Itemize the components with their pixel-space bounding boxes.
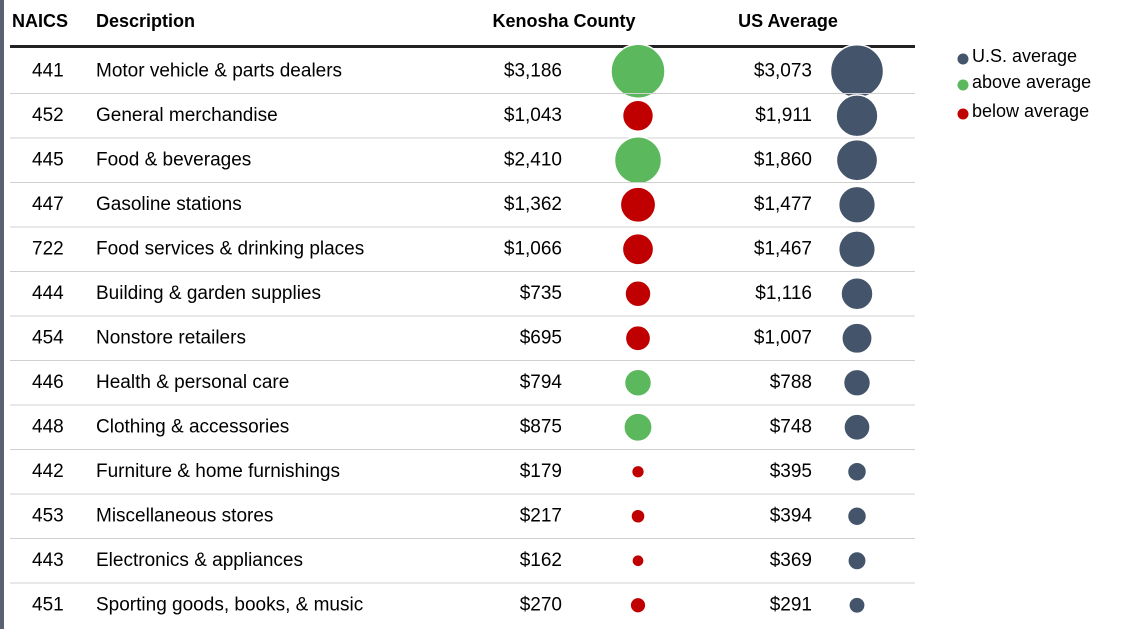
kenosha-bubble	[624, 280, 652, 308]
description: Sporting goods, books, & music	[96, 594, 363, 615]
header-us: US Average	[738, 11, 838, 31]
us-value: $1,116	[755, 283, 812, 304]
naics-code: 452	[32, 105, 64, 126]
naics-code: 454	[32, 327, 64, 348]
us-bubble	[841, 322, 873, 355]
us-value: $3,073	[754, 60, 812, 81]
description: Motor vehicle & parts dealers	[96, 60, 342, 81]
naics-code: 442	[32, 461, 64, 482]
legend-swatch	[957, 79, 969, 91]
description: Miscellaneous stores	[96, 505, 273, 526]
naics-code: 451	[32, 594, 64, 615]
naics-code: 453	[32, 505, 64, 526]
header-naics: NAICS	[12, 11, 68, 31]
kenosha-value: $1,362	[504, 194, 562, 215]
kenosha-value: $2,410	[504, 149, 562, 170]
kenosha-value: $270	[520, 594, 562, 615]
us-value: $1,860	[754, 149, 812, 170]
description: Food services & drinking places	[96, 238, 364, 259]
us-value: $788	[770, 372, 812, 393]
kenosha-value: $695	[520, 327, 562, 348]
us-value: $1,007	[754, 327, 812, 348]
kenosha-bubble	[621, 99, 655, 132]
kenosha-bubble	[623, 368, 653, 397]
us-value: $395	[770, 461, 812, 482]
kenosha-bubble	[629, 596, 647, 614]
us-value: $1,477	[754, 194, 812, 215]
kenosha-bubble	[610, 43, 666, 99]
kenosha-value: $1,043	[504, 105, 562, 126]
naics-code: 445	[32, 149, 64, 170]
us-bubble	[835, 138, 879, 182]
kenosha-bubble	[630, 508, 646, 525]
description: Nonstore retailers	[96, 327, 246, 348]
us-bubble	[847, 550, 867, 571]
legend-swatch	[957, 108, 969, 120]
us-bubble	[843, 413, 871, 442]
us-value: $1,911	[755, 105, 812, 126]
header-rule	[10, 45, 915, 48]
left-border	[0, 0, 4, 629]
naics-code: 441	[32, 60, 64, 81]
naics-code: 446	[32, 372, 64, 393]
kenosha-value: $3,186	[504, 60, 562, 81]
us-value: $394	[770, 505, 813, 526]
us-value: $369	[770, 550, 812, 571]
kenosha-value: $1,066	[504, 238, 562, 259]
kenosha-value: $875	[520, 416, 562, 437]
header-description: Description	[96, 11, 195, 31]
kenosha-bubble	[619, 186, 657, 224]
kenosha-value: $794	[520, 372, 563, 393]
naics-code: 448	[32, 416, 64, 437]
description: Building & garden supplies	[96, 283, 321, 304]
legend-label: above average	[972, 72, 1091, 92]
description: Electronics & appliances	[96, 550, 303, 571]
us-value: $1,467	[754, 238, 812, 259]
naics-code: 447	[32, 194, 64, 215]
kenosha-value: $735	[520, 283, 562, 304]
us-bubble	[846, 461, 868, 483]
kenosha-bubble	[630, 464, 646, 479]
naics-code: 443	[32, 550, 64, 571]
kenosha-value: $217	[520, 505, 562, 526]
naics-code: 444	[32, 283, 64, 304]
description: Health & personal care	[96, 372, 289, 393]
legend-label: U.S. average	[972, 46, 1077, 66]
us-bubble	[842, 368, 872, 397]
us-bubble	[846, 506, 868, 527]
kenosha-value: $162	[520, 550, 562, 571]
legend-label: below average	[972, 101, 1089, 121]
us-bubble	[829, 43, 885, 99]
us-value: $291	[770, 594, 812, 615]
naics-code: 722	[32, 238, 64, 259]
kenosha-value: $179	[520, 461, 562, 482]
description: Gasoline stations	[96, 194, 242, 215]
us-bubble	[837, 230, 877, 269]
kenosha-bubble	[623, 412, 653, 443]
legend-swatch	[957, 53, 969, 65]
kenosha-bubble	[624, 324, 652, 352]
us-bubble	[835, 94, 879, 138]
us-value: $748	[770, 416, 812, 437]
kenosha-bubble	[621, 232, 655, 266]
us-bubble	[837, 185, 877, 224]
description: Food & beverages	[96, 149, 251, 170]
us-bubble	[840, 277, 874, 311]
us-bubble	[848, 596, 866, 615]
description: Furniture & home furnishings	[96, 461, 340, 482]
description: Clothing & accessories	[96, 416, 289, 437]
kenosha-bubble	[631, 553, 645, 568]
kenosha-bubble	[613, 136, 663, 185]
description: General merchandise	[96, 105, 278, 126]
header-kenosha: Kenosha County	[492, 11, 635, 31]
